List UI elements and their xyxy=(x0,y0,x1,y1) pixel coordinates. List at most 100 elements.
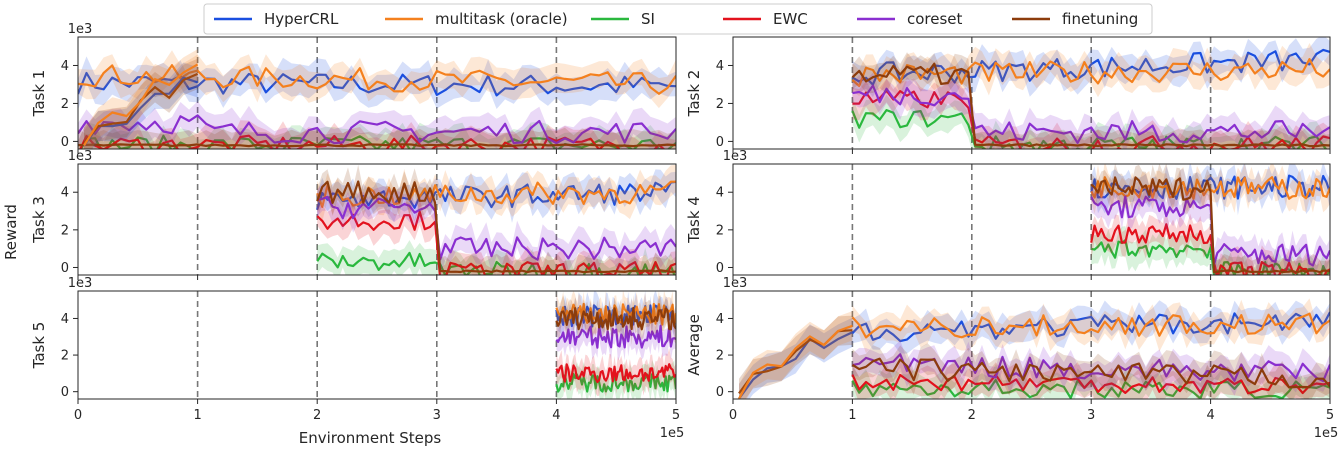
series-line-finetuning xyxy=(851,357,1330,389)
panel-frame xyxy=(77,163,677,276)
plot-area-average xyxy=(738,291,1330,399)
y-tick-label: 2 xyxy=(716,223,724,238)
warmup-band xyxy=(84,49,198,149)
panel-frame xyxy=(77,36,677,150)
band-multitask-oracle- xyxy=(852,298,1330,354)
band-finetuning xyxy=(78,127,676,149)
y-tick-label: 0 xyxy=(716,135,724,150)
plot-layer: 0 2 4 1e3 Task 1 0 2 4 1e3 Task 2 0 2 4 1e3 Task 3 0 2 4 1… xyxy=(30,22,1338,441)
series-line-coreset xyxy=(316,195,676,261)
band-ewc xyxy=(852,78,1330,149)
plot-area-task-3 xyxy=(196,164,676,275)
legend-label: multitask (oracle) xyxy=(435,10,568,28)
series-line-si xyxy=(316,251,676,275)
y-multiplier: 1e3 xyxy=(68,22,93,37)
series-line-ewc xyxy=(852,89,1330,149)
band-hypercrl xyxy=(78,56,676,111)
y-multiplier: 1e3 xyxy=(723,149,748,164)
series-line-ewc xyxy=(1090,223,1330,275)
series-line-finetuning xyxy=(78,143,676,148)
warmup-line xyxy=(738,324,853,399)
y-tick-label: 2 xyxy=(61,349,69,364)
y-tick-label: 0 xyxy=(716,261,724,276)
x-tick-label: 0 xyxy=(74,408,82,423)
panel-label: Task 3 xyxy=(30,196,48,244)
panel-frame xyxy=(732,163,1331,276)
series-line-hypercrl xyxy=(851,48,1330,86)
series-line-coreset xyxy=(78,114,676,145)
y-tick-label: 0 xyxy=(61,261,69,276)
panel-task-3: 0 2 4 1e3 Task 3 xyxy=(30,149,677,280)
x-tick-label: 5 xyxy=(672,408,680,423)
x-tick-label: 4 xyxy=(552,408,560,423)
y-tick-label: 0 xyxy=(61,135,69,150)
panel-frame xyxy=(732,36,1331,150)
band-coreset xyxy=(317,183,676,275)
y-axis-label: Reward xyxy=(2,204,20,260)
panel-task-5: 0 2 4 1e3 0 1 2 3 4 5 1e5 Task 5 xyxy=(30,276,684,441)
panel-label: Task 4 xyxy=(685,196,703,244)
y-tick-label: 0 xyxy=(716,385,724,400)
series-line-coreset xyxy=(555,324,676,349)
legend-label: SI xyxy=(641,10,655,28)
x-axis-label: Environment Steps xyxy=(299,429,442,447)
band-ewc xyxy=(317,199,676,275)
legend-item-si: SI xyxy=(591,10,655,28)
legend-label: HyperCRL xyxy=(264,10,339,28)
y-tick-label: 4 xyxy=(61,59,69,74)
y-multiplier: 1e3 xyxy=(723,276,748,291)
panel-label: Task 1 xyxy=(30,70,48,118)
x-tick-label: 1 xyxy=(193,408,201,423)
series-line-finetuning xyxy=(851,62,1330,148)
band-coreset xyxy=(852,340,1330,396)
band-hypercrl xyxy=(852,300,1330,354)
panel-frame xyxy=(77,290,677,400)
y-tick-label: 4 xyxy=(716,312,724,327)
series-line-finetuning xyxy=(555,306,676,331)
legend-item-multitask-oracle-: multitask (oracle) xyxy=(385,10,568,28)
band-si xyxy=(78,122,676,149)
band-multitask-oracle- xyxy=(852,43,1330,99)
legend-frame xyxy=(203,3,1153,35)
series-line-ewc xyxy=(851,373,1330,395)
legend-item-hypercrl: HyperCRL xyxy=(214,10,339,28)
legend-label: coreset xyxy=(907,10,963,28)
legend-item-finetuning: finetuning xyxy=(1012,10,1138,28)
band-multitask-oracle- xyxy=(317,164,676,222)
y-multiplier: 1e3 xyxy=(68,149,93,164)
x-multiplier: 1e5 xyxy=(1314,426,1339,441)
series-line-multitask-oracle- xyxy=(851,58,1330,88)
warmup-band xyxy=(739,315,853,399)
x-tick-label: 3 xyxy=(433,408,441,423)
plot-area-task-4 xyxy=(851,164,1330,275)
panel-label: Average xyxy=(685,314,703,376)
panel-frame xyxy=(732,290,1331,400)
series-line-multitask-oracle- xyxy=(851,312,1330,339)
y-tick-label: 2 xyxy=(716,349,724,364)
series-line-coreset xyxy=(852,84,1330,144)
y-multiplier: 1e3 xyxy=(68,276,93,291)
y-tick-label: 4 xyxy=(61,186,69,201)
warmup-line xyxy=(83,63,199,147)
panel-label: Task 5 xyxy=(30,322,48,370)
y-tick-label: 0 xyxy=(61,385,69,400)
band-hypercrl xyxy=(852,37,1330,98)
legend-item-coreset: coreset xyxy=(857,10,963,28)
x-tick-label: 4 xyxy=(1206,408,1214,423)
band-multitask-oracle- xyxy=(78,50,676,109)
legend-item-ewc: EWC xyxy=(723,10,808,28)
panel-task-1: 0 2 4 1e3 Task 1 xyxy=(30,22,677,154)
band-coreset xyxy=(1091,183,1330,275)
series-line-ewc xyxy=(555,363,676,384)
band-hypercrl xyxy=(1091,164,1330,216)
x-tick-label: 2 xyxy=(968,408,976,423)
band-ewc xyxy=(78,120,676,149)
x-tick-label: 2 xyxy=(313,408,321,423)
series-line-si xyxy=(1091,239,1330,275)
x-multiplier: 1e5 xyxy=(660,426,685,441)
warmup-band xyxy=(84,58,198,149)
band-hypercrl xyxy=(317,169,676,223)
series-line-finetuning xyxy=(316,180,676,274)
